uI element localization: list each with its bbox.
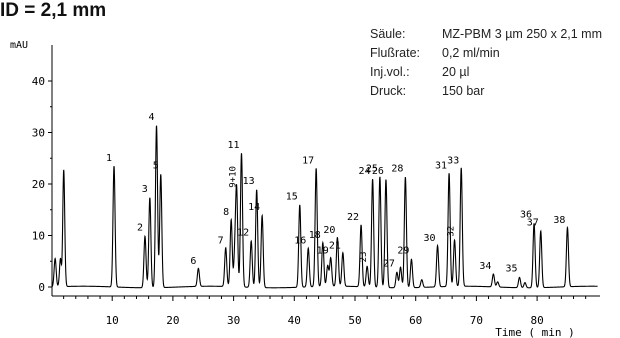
peak-label: 1 bbox=[106, 153, 112, 164]
peak-label: 3 bbox=[142, 184, 148, 195]
peak-label: 4 bbox=[148, 112, 154, 123]
y-tick-label: 30 bbox=[32, 127, 45, 140]
peak-label: 12 bbox=[237, 228, 249, 239]
x-tick-label: 30 bbox=[227, 314, 240, 327]
peak-label: 27 bbox=[383, 259, 395, 270]
peak-label: 38 bbox=[553, 215, 565, 226]
peak-label: 25 bbox=[366, 163, 378, 174]
x-tick-label: 80 bbox=[530, 314, 543, 327]
peak-label: 33 bbox=[447, 156, 459, 167]
peak-label: 13 bbox=[243, 176, 255, 187]
x-tick-label: 10 bbox=[106, 314, 119, 327]
peak-label: 14 bbox=[248, 202, 260, 213]
peak-label: 6 bbox=[190, 256, 196, 267]
x-tick-label: 40 bbox=[288, 314, 301, 327]
peak-label: 15 bbox=[286, 192, 298, 203]
peak-label: 22 bbox=[347, 212, 359, 223]
x-tick-label: 50 bbox=[348, 314, 361, 327]
condition-label: Druck: bbox=[370, 84, 407, 98]
peak-label: 23 bbox=[359, 252, 369, 263]
method-conditions: Säule: MZ-PBM 3 µm 250 x 2,1 mm Flußrate: 0… bbox=[370, 25, 602, 101]
condition-row: Druck: 150 bar bbox=[370, 82, 602, 101]
peak-label: 29 bbox=[397, 246, 409, 257]
peak-label: 20 bbox=[323, 225, 335, 236]
peak-label: 21 bbox=[329, 241, 341, 252]
peak-label: 36 bbox=[520, 210, 532, 221]
peak-label: 19 bbox=[317, 246, 329, 257]
condition-value: 20 µl bbox=[442, 65, 470, 79]
peak-label: 5 bbox=[153, 161, 159, 172]
y-tick-label: 10 bbox=[32, 230, 45, 243]
x-tick-label: 60 bbox=[409, 314, 422, 327]
peak-label: 34 bbox=[479, 261, 491, 272]
peak-label: 11 bbox=[227, 140, 239, 151]
condition-row: Säule: MZ-PBM 3 µm 250 x 2,1 mm bbox=[370, 25, 602, 44]
peak-label: 8 bbox=[223, 207, 229, 218]
page-title: ID = 2,1 mm bbox=[0, 0, 107, 21]
peak-label: 9+10 bbox=[229, 166, 239, 188]
peak-label: 16 bbox=[294, 235, 306, 246]
x-axis-label: Time ( min ) bbox=[495, 326, 574, 338]
condition-row: Flußrate: 0,2 ml/min bbox=[370, 44, 602, 63]
y-axis-label: mAU bbox=[10, 40, 28, 51]
condition-label: Flußrate: bbox=[370, 46, 421, 60]
y-tick-label: 0 bbox=[38, 281, 45, 294]
peak-label: 2 bbox=[137, 223, 143, 234]
x-tick-label: 20 bbox=[166, 314, 179, 327]
condition-label: Säule: bbox=[370, 27, 406, 41]
peak-label: 24 bbox=[359, 166, 371, 177]
condition-label: Inj.vol.: bbox=[370, 65, 410, 79]
y-tick-label: 20 bbox=[32, 178, 45, 191]
peak-label: 32 bbox=[447, 226, 457, 237]
condition-value: 150 bar bbox=[442, 84, 485, 98]
peak-label: 30 bbox=[424, 233, 436, 244]
condition-value: 0,2 ml/min bbox=[442, 46, 500, 60]
peak-label: 35 bbox=[505, 264, 517, 275]
chromatogram-trace bbox=[51, 125, 598, 289]
peak-label: 31 bbox=[435, 161, 447, 172]
condition-row: Inj.vol.: 20 µl bbox=[370, 63, 602, 82]
y-tick-label: 40 bbox=[32, 75, 45, 88]
peak-label: 37 bbox=[527, 217, 539, 228]
x-tick-label: 70 bbox=[470, 314, 483, 327]
peak-label: 28 bbox=[391, 163, 403, 174]
peak-label: 7 bbox=[218, 235, 224, 246]
peak-label: 26 bbox=[372, 166, 384, 177]
peak-label: 18 bbox=[309, 230, 321, 241]
condition-value: MZ-PBM 3 µm 250 x 2,1 mm bbox=[442, 27, 603, 41]
peak-label: 17 bbox=[302, 156, 314, 167]
